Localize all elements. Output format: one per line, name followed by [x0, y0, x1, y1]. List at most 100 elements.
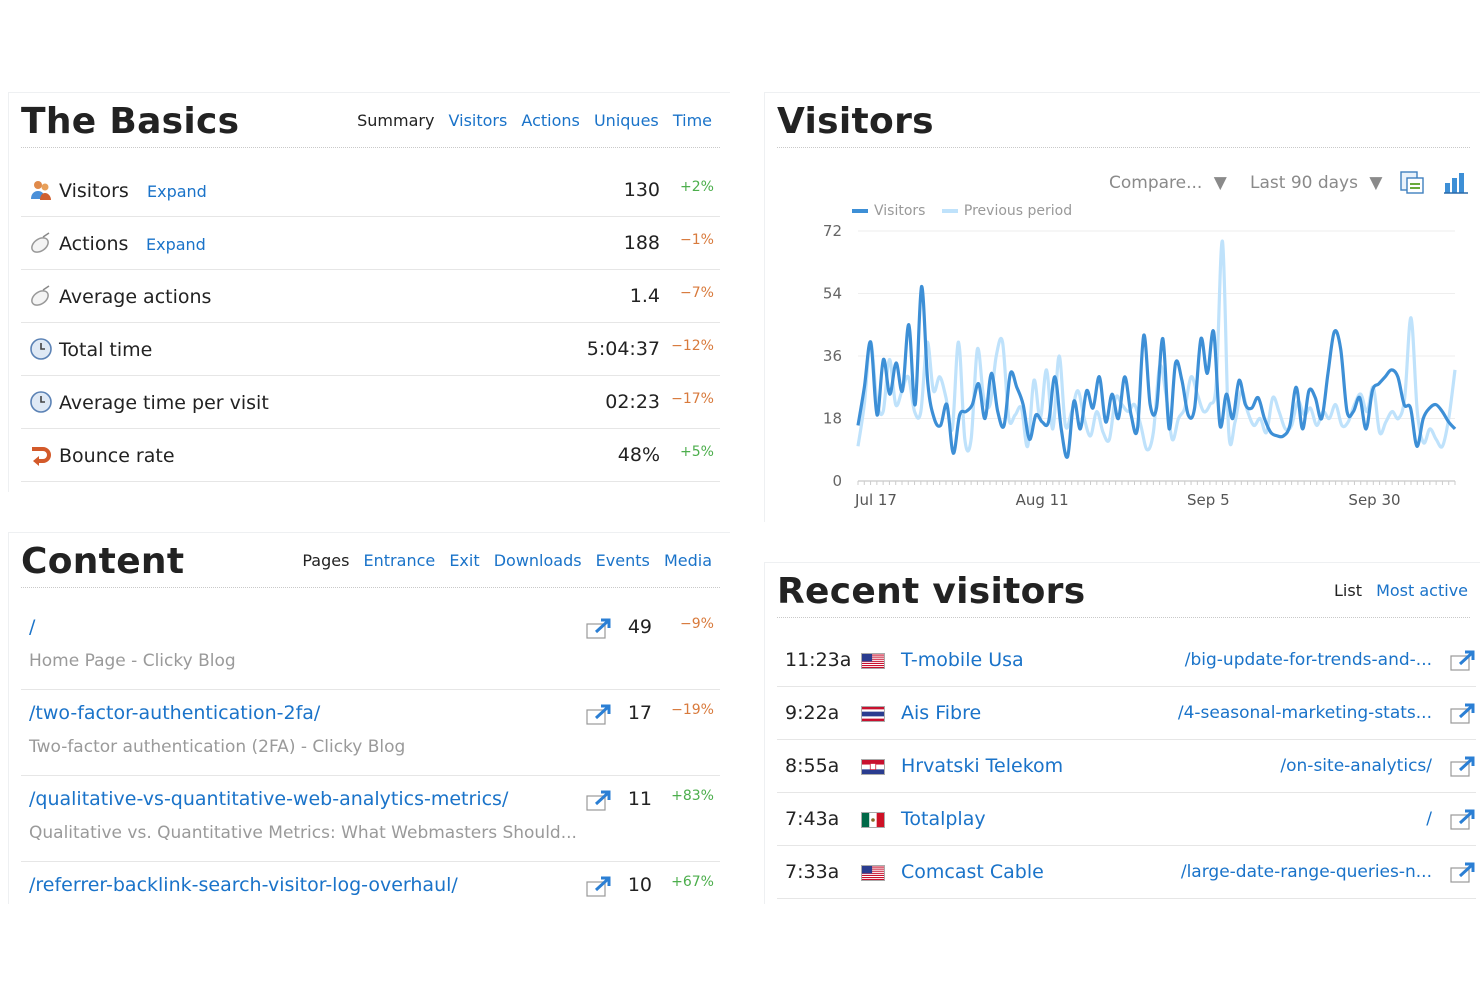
content-tabs: Pages Entrance Exit Downloads Events Med…: [293, 551, 712, 570]
basics-row-bounce: Bounce rate 48% +5%: [21, 429, 720, 482]
page-count: 49: [627, 616, 652, 638]
page-path-link[interactable]: /: [29, 616, 36, 638]
row-label: Average actions: [59, 286, 212, 308]
export-icon[interactable]: [1399, 169, 1425, 195]
content-panel: Content Pages Entrance Exit Downloads Ev…: [8, 532, 730, 904]
page-path-link[interactable]: /two-factor-authentication-2fa/: [29, 702, 321, 724]
row-change: −12%: [671, 338, 714, 354]
page-count: 17: [627, 702, 652, 724]
expand-link[interactable]: Expand: [146, 235, 206, 254]
external-link-icon[interactable]: [1450, 650, 1476, 672]
date-range-dropdown[interactable]: Last 90 days ▼: [1250, 173, 1382, 193]
page-title: Home Page - Clicky Blog: [29, 651, 236, 671]
series-line-visitors: [856, 284, 1457, 459]
basics-title: The Basics: [21, 101, 240, 142]
tab-most-active[interactable]: Most active: [1376, 581, 1468, 600]
tab-pages[interactable]: Pages: [302, 551, 350, 570]
date-range-label: Last 90 days: [1250, 173, 1358, 193]
basics-row-average-actions: Average actions 1.4 −7%: [21, 270, 720, 323]
basics-row-visitors: Visitors Expand 130 +2%: [21, 164, 720, 217]
tab-list[interactable]: List: [1334, 581, 1362, 600]
row-change: +2%: [680, 179, 714, 195]
expand-link[interactable]: Expand: [147, 182, 207, 201]
cursor-icon: [31, 232, 50, 253]
visit-time: 7:43a: [785, 808, 840, 830]
x-tick-label: Sep 30: [1348, 491, 1400, 509]
visitor-row: 11:23a T-mobile Usa /big-update-for-tren…: [777, 634, 1476, 687]
tab-uniques[interactable]: Uniques: [593, 111, 659, 130]
row-label: Actions: [59, 233, 129, 255]
visitor-row: 9:22a Ais Fibre /4-seasonal-marketing-st…: [777, 687, 1476, 740]
recent-visitors-tabs: List Most active: [1325, 581, 1468, 600]
page-change: +83%: [671, 788, 714, 804]
external-link-icon[interactable]: [586, 790, 612, 812]
row-value: 5:04:37: [586, 338, 660, 360]
external-link-icon[interactable]: [1450, 703, 1476, 725]
compare-dropdown[interactable]: Compare... ▼: [1109, 173, 1227, 193]
us-flag-icon: [861, 865, 885, 881]
basics-row-total-time: Total time 5:04:37 −12%: [21, 323, 720, 376]
isp-link[interactable]: Comcast Cable: [901, 861, 1044, 883]
y-tick-label: 0: [832, 472, 842, 490]
visited-page-link[interactable]: /large-date-range-queries-n...: [1180, 862, 1432, 882]
visitors-icon: [31, 181, 51, 200]
legend-previous: Previous period: [941, 203, 1073, 219]
external-link-icon[interactable]: [1450, 862, 1476, 884]
tab-entrance[interactable]: Entrance: [363, 551, 436, 570]
row-value: 48%: [617, 444, 660, 466]
visitors-line-chart: 0 18 36 54 72 Jul 17 Aug 11 Sep 5 Sep 30: [823, 222, 1457, 509]
us-flag-icon: [861, 653, 885, 669]
clock-icon: [30, 391, 52, 413]
external-link-icon[interactable]: [1450, 809, 1476, 831]
y-tick-label: 18: [823, 410, 842, 428]
row-label: Total time: [59, 339, 153, 361]
row-change: −17%: [671, 391, 714, 407]
visited-page-link[interactable]: /on-site-analytics/: [1280, 756, 1432, 776]
row-label: Visitors: [59, 180, 129, 202]
bar-chart-icon[interactable]: [1443, 169, 1469, 195]
external-link-icon[interactable]: [586, 618, 612, 640]
visited-page-link[interactable]: /4-seasonal-marketing-stats...: [1177, 703, 1432, 723]
basics-row-actions: Actions Expand 188 −1%: [21, 217, 720, 270]
legend-label: Previous period: [963, 203, 1073, 219]
row-change: −7%: [680, 285, 714, 301]
external-link-icon[interactable]: [1450, 756, 1476, 778]
row-label: Average time per visit: [59, 392, 269, 414]
x-tick-label: Jul 17: [854, 491, 897, 509]
basics-panel: The Basics Summary Visitors Actions Uniq…: [8, 92, 730, 492]
row-value: 02:23: [605, 391, 660, 413]
visit-time: 9:22a: [785, 702, 840, 724]
tab-time[interactable]: Time: [672, 111, 712, 130]
page-count: 11: [627, 788, 652, 810]
tab-exit[interactable]: Exit: [449, 551, 480, 570]
visitor-row: 7:43a Totalplay /: [777, 793, 1476, 846]
visited-page-link[interactable]: /big-update-for-trends-and-...: [1184, 650, 1432, 670]
content-row: /two-factor-authentication-2fa/ Two-fact…: [21, 690, 720, 776]
tab-actions[interactable]: Actions: [521, 111, 580, 130]
hr-flag-icon: [861, 759, 885, 775]
legend-visitors: Visitors: [852, 203, 930, 219]
x-tick-label: Aug 11: [1016, 491, 1069, 509]
compare-label: Compare...: [1109, 173, 1203, 193]
tab-media[interactable]: Media: [663, 551, 712, 570]
visitors-chart-panel: Visitors Compare... ▼ Last 90 days ▼ Vis…: [764, 92, 1480, 522]
visit-time: 11:23a: [785, 649, 852, 671]
tab-visitors[interactable]: Visitors: [448, 111, 508, 130]
tab-downloads[interactable]: Downloads: [493, 551, 582, 570]
page-path-link[interactable]: /qualitative-vs-quantitative-web-analyti…: [29, 788, 509, 810]
isp-link[interactable]: Ais Fibre: [901, 702, 982, 724]
visitor-row: 7:33a Comcast Cable /large-date-range-qu…: [777, 846, 1476, 899]
external-link-icon[interactable]: [586, 704, 612, 726]
page-path-link[interactable]: /referrer-backlink-search-visitor-log-ov…: [29, 874, 458, 896]
content-row: / Home Page - Clicky Blog 49 −9%: [21, 604, 720, 690]
visited-page-link[interactable]: /: [1426, 809, 1432, 829]
page-change: −19%: [671, 702, 714, 718]
isp-link[interactable]: Hrvatski Telekom: [901, 755, 1064, 777]
tab-summary[interactable]: Summary: [357, 111, 435, 130]
content-header: Content Pages Entrance Exit Downloads Ev…: [21, 533, 720, 588]
isp-link[interactable]: T-mobile Usa: [901, 649, 1024, 671]
external-link-icon[interactable]: [586, 876, 612, 898]
isp-link[interactable]: Totalplay: [901, 808, 986, 830]
tab-events[interactable]: Events: [595, 551, 650, 570]
y-tick-label: 72: [823, 222, 842, 240]
